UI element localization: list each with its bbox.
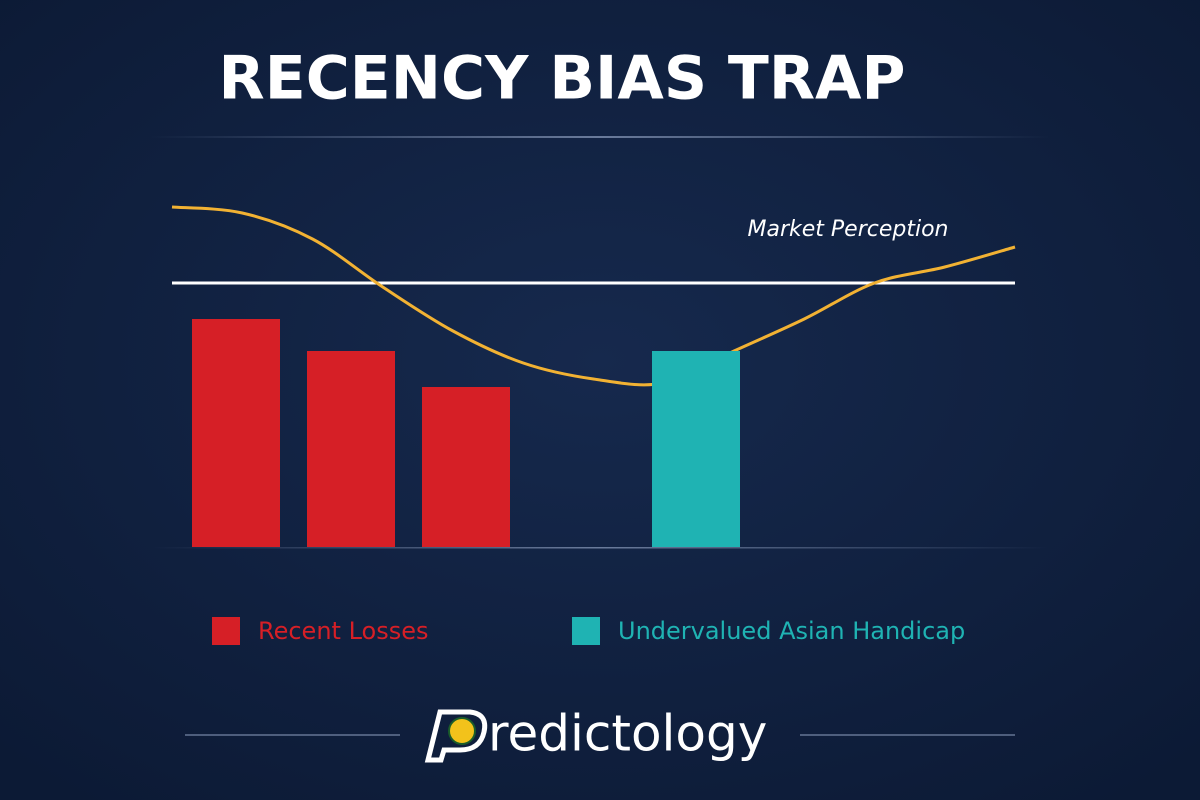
logo-icon [424,709,488,763]
chart-title: RECENCY BIAS TRAP [219,44,906,114]
legend-label: Recent Losses [258,617,428,645]
separator [150,136,1050,138]
bar [192,319,280,547]
legend-swatch [212,617,240,645]
brand-name: redictology [488,705,767,763]
bar [307,351,395,547]
legend-label: Undervalued Asian Handicap [618,617,965,645]
legend-swatch [572,617,600,645]
perception-line [171,205,1016,387]
annotation: Market Perception [748,217,949,242]
bar [422,387,510,547]
bar [652,351,740,547]
baseline [150,547,1050,549]
